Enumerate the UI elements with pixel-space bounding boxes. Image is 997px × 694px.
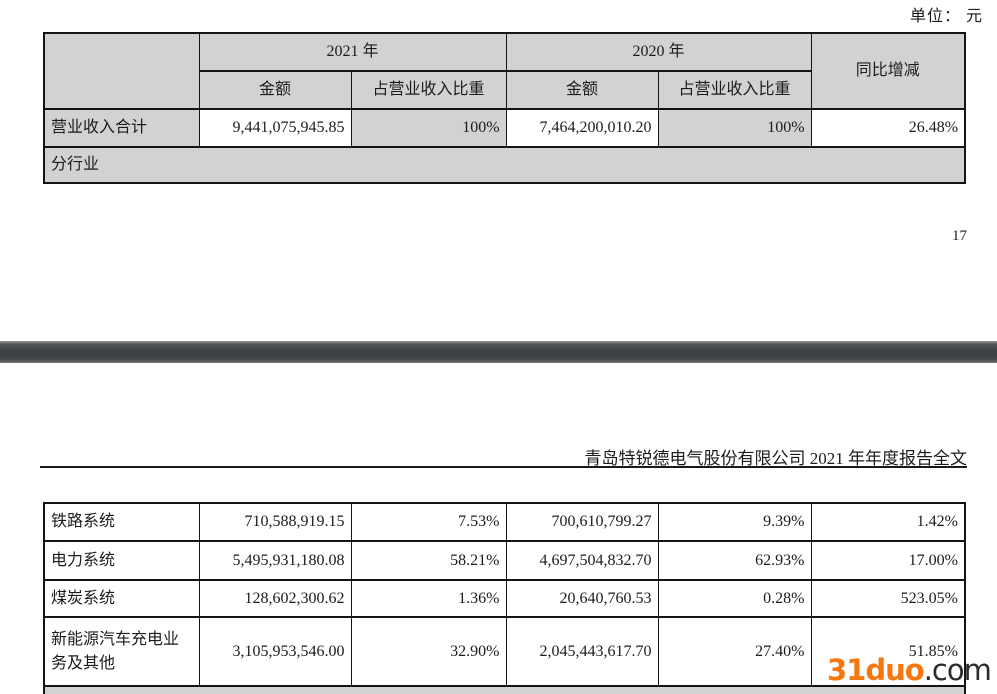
cell-amount-2020: 700,610,799.27 <box>505 502 659 542</box>
cell-yoy: 51.85% <box>810 616 966 687</box>
cell-row-label: 煤炭系统 <box>43 579 200 618</box>
table-header-row-years: 2021 年 2020 年 同比增减 <box>43 32 966 110</box>
table-row-ev-charging: 新能源汽车充电业务及其他 3,105,953,546.00 32.90% 2,0… <box>43 616 966 687</box>
cell-yoy: 1.42% <box>810 502 966 542</box>
table-row-partial-clipped <box>43 685 966 694</box>
table-row-railway: 铁路系统 710,588,919.15 7.53% 700,610,799.27… <box>43 502 966 542</box>
cell-amount-2021: 128,602,300.62 <box>198 579 352 618</box>
cell-amount-2021: 710,588,919.15 <box>198 502 352 542</box>
page-break-bar <box>0 341 997 363</box>
header-amount-2020: 金额 <box>505 70 659 110</box>
cell-amount-2020: 2,045,443,617.70 <box>505 616 659 687</box>
header-amount-2021: 金额 <box>198 70 352 110</box>
cell-yoy: 17.00% <box>810 540 966 581</box>
header-yoy-change: 同比增减 <box>810 32 966 110</box>
revenue-summary-table: 2021 年 2020 年 同比增减 金额 占营业收入比重 金额 占营业收入比重… <box>43 32 967 184</box>
cell-ratio-2021: 7.53% <box>350 502 507 542</box>
industry-breakdown-table: 铁路系统 710,588,919.15 7.53% 700,610,799.27… <box>43 502 966 694</box>
cell-yoy: 523.05% <box>810 579 966 618</box>
table-row-power: 电力系统 5,495,931,180.08 58.21% 4,697,504,8… <box>43 540 966 581</box>
cell-ratio-2020: 9.39% <box>657 502 812 542</box>
cell-row-label: 铁路系统 <box>43 502 200 542</box>
cell-clipped-empty <box>43 685 966 694</box>
cell-ratio-2021: 100% <box>350 108 507 148</box>
cell-row-label: 电力系统 <box>43 540 200 581</box>
cell-ratio-2021: 32.90% <box>350 616 507 687</box>
cell-ratio-2020: 0.28% <box>657 579 812 618</box>
header-rule-line <box>40 466 967 468</box>
table-header-row-metrics: 金额 占营业收入比重 金额 占营业收入比重 <box>44 70 965 110</box>
corner-empty-cell <box>43 32 200 110</box>
cell-amount-2021: 3,105,953,546.00 <box>198 616 352 687</box>
table-row-coal: 煤炭系统 128,602,300.62 1.36% 20,640,760.53 … <box>43 579 966 618</box>
cell-yoy: 26.48% <box>810 108 966 148</box>
unit-label: 单位： 元 <box>909 8 983 25</box>
page-number: 17 <box>952 228 967 244</box>
table-row-total-revenue: 营业收入合计 9,441,075,945.85 100% 7,464,200,0… <box>43 108 966 148</box>
watermark: 31duo.com <box>827 653 992 687</box>
cell-ratio-2021: 58.21% <box>350 540 507 581</box>
header-year-2020: 2020 年 <box>505 32 812 72</box>
cell-amount-2021: 9,441,075,945.85 <box>198 108 352 148</box>
cell-amount-2020: 20,640,760.53 <box>505 579 659 618</box>
cell-ratio-2021: 1.36% <box>350 579 507 618</box>
cell-row-label: 新能源汽车充电业务及其他 <box>43 616 200 687</box>
watermark-brand: 31duo <box>827 653 925 687</box>
watermark-suffix: .com <box>923 653 992 687</box>
cell-section-label: 分行业 <box>43 146 966 184</box>
table-row-section-by-industry: 分行业 <box>43 146 966 184</box>
cell-row-label: 营业收入合计 <box>43 108 200 148</box>
report-header-text: 青岛特锐德电气股份有限公司 2021 年年度报告全文 <box>584 449 968 468</box>
header-ratio-2021: 占营业收入比重 <box>350 70 507 110</box>
cell-amount-2021: 5,495,931,180.08 <box>198 540 352 581</box>
cell-amount-2020: 4,697,504,832.70 <box>505 540 659 581</box>
cell-ratio-2020: 62.93% <box>657 540 812 581</box>
cell-ratio-2020: 100% <box>657 108 812 148</box>
header-ratio-2020: 占营业收入比重 <box>657 70 812 110</box>
header-year-2021: 2021 年 <box>198 32 507 72</box>
cell-ratio-2020: 27.40% <box>657 616 812 687</box>
cell-amount-2020: 7,464,200,010.20 <box>505 108 659 148</box>
